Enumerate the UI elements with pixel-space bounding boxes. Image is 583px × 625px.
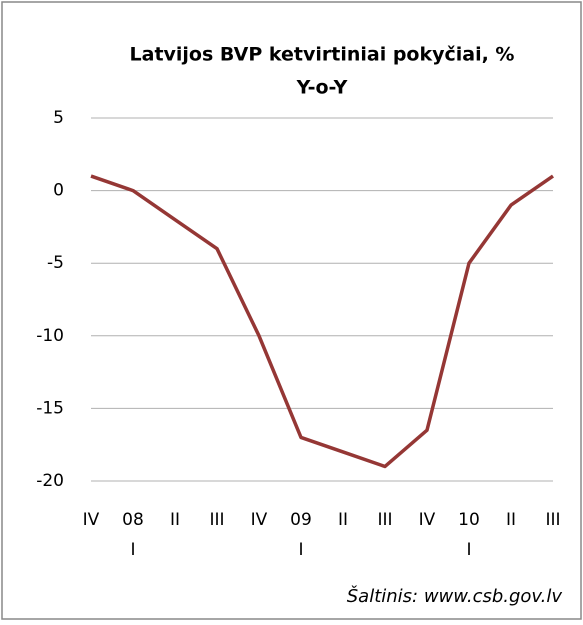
y-tick-label: 5 (53, 108, 64, 128)
x-tick-label: III (545, 510, 560, 530)
y-tick-label: -5 (47, 253, 64, 273)
x-tick-label: IV (419, 510, 436, 530)
y-tick-label: -20 (36, 471, 64, 491)
x-tick-label: 08 I (122, 510, 144, 560)
x-tick-label: 09 I (290, 510, 312, 560)
x-tick-label: II (170, 510, 180, 530)
x-tick-label: IV (251, 510, 268, 530)
x-tick-label: IV (83, 510, 100, 530)
x-tick-label: III (209, 510, 224, 530)
y-tick-label: -10 (36, 326, 64, 346)
y-tick-label: 0 (53, 181, 64, 201)
x-tick-label: 10 I (458, 510, 480, 560)
chart-title: Latvijos BVP ketvirtiniai pokyčiai, % (130, 44, 515, 66)
chart-subtitle: Y-o-Y (296, 77, 348, 99)
x-tick-label: II (338, 510, 348, 530)
data-line (90, 174, 554, 469)
y-tick-label: -15 (36, 398, 64, 418)
source-note: Šaltinis: www.csb.gov.lv (347, 585, 563, 607)
x-tick-label: III (377, 510, 392, 530)
x-tick-label: II (506, 510, 516, 530)
